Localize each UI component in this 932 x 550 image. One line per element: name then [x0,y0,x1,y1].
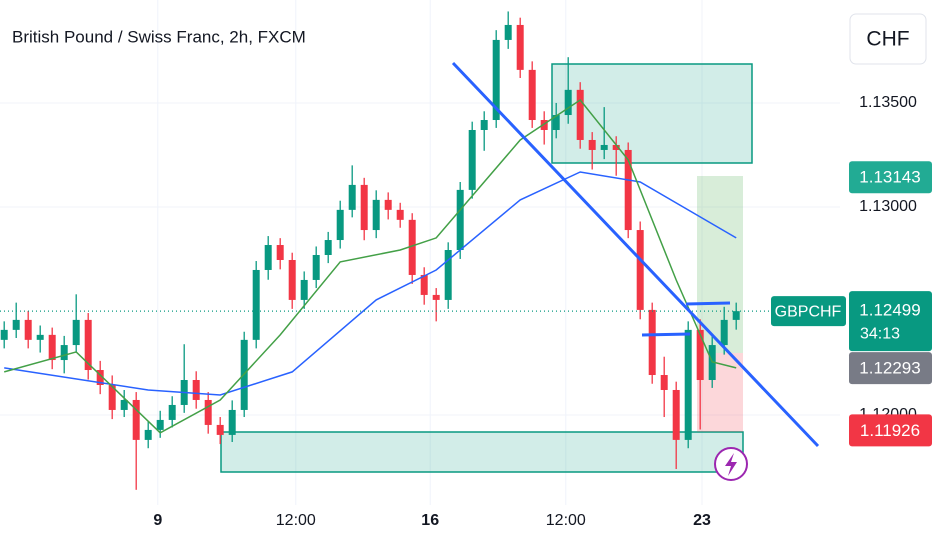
candle-body [264,245,272,270]
current-badge [849,291,932,352]
candle-body [12,319,20,330]
candle-body [528,69,536,121]
current-label: 1.12499 [859,301,920,320]
candle-body [0,329,8,340]
candle-body [108,384,116,410]
grid [0,0,840,505]
candle-body [516,24,524,70]
currency-box[interactable] [849,13,927,65]
level-line [641,332,691,337]
candle-body [300,279,308,300]
drawings [220,63,753,473]
candle-body [84,319,92,371]
candle-body [360,184,368,231]
price-badge-label: 1.12293 [859,359,920,378]
price-badge [849,161,932,194]
candle-body [96,370,104,385]
countdown: 34:13 [860,325,900,342]
candle-body [276,245,284,260]
price-badge [849,414,932,447]
candle-body [648,309,656,376]
candle-body [564,89,572,116]
candle-body [684,329,692,440]
candle-body [732,311,740,320]
candle-body [168,404,176,420]
candle-body [60,345,68,361]
candle-body [540,120,548,130]
x-tick-label: 12:00 [276,512,316,529]
candle-body [624,149,632,231]
candle-body [312,255,320,280]
candle-body [288,259,296,300]
candle-body [696,329,704,381]
candle-body [576,89,584,140]
stop-zone [697,353,743,432]
supply-zone [551,63,753,164]
candle-body [324,240,332,255]
candle-body [432,294,440,300]
candle-body [24,319,32,340]
chart-title: British Pound / Swiss Franc, 2h, FXCM [12,27,306,46]
candle-body [72,319,80,346]
candle-body [504,24,512,40]
candle-body [588,139,596,150]
candle-body [372,199,380,231]
candle-body [492,39,500,121]
candle-body [636,230,644,310]
demand-zone [220,431,744,473]
y-tick-label: 1.13000 [859,198,917,215]
candle-body [204,399,212,425]
candle-body [144,429,152,440]
candle-body [192,380,200,400]
candle-body [420,274,428,295]
target-zone [697,176,743,353]
candle-body [720,319,728,346]
candle-body [456,189,464,251]
moving-average [3,98,737,434]
candle-body [228,409,236,435]
candle-body [156,419,164,430]
x-tick-label: 9 [153,512,162,529]
candle-body [348,184,356,210]
price-badge [849,352,932,385]
x-tick-label: 12:00 [546,512,586,529]
candle-body [672,389,680,440]
candle-body [48,334,56,361]
series [0,11,840,490]
moving-average [4,171,737,396]
candle-body [552,115,560,130]
symbol-label: GBPCHF [775,303,842,320]
x-tick-label: 16 [421,512,439,529]
candle-body [384,199,392,210]
candle-body [36,334,44,340]
drawings-top [451,61,820,481]
symbol-badge [771,296,846,327]
candle-body [408,219,416,275]
candle-body [216,424,224,435]
candle-body [600,144,608,150]
bolt [725,453,737,476]
candle-body [480,120,488,130]
price-badge-label: 1.13143 [859,168,920,187]
y-tick-label: 1.13500 [859,94,917,111]
candle-body [252,269,260,340]
currency: CHF [866,28,909,51]
candle-body [132,399,140,440]
candle-body [120,399,128,410]
x-tick-label: 23 [693,512,711,529]
candle-body [336,209,344,241]
candle-body [444,250,452,300]
price-badge-label: 1.11926 [860,421,920,440]
trendline [451,61,820,448]
candle-body [612,144,620,150]
level-line [685,301,731,306]
candle-body [660,375,668,390]
candle-body [396,209,404,220]
candle-body [468,129,476,190]
